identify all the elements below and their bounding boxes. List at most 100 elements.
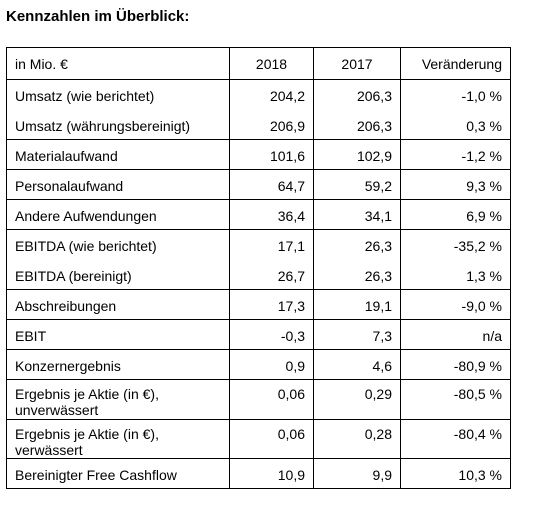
value-cell: -80,5 % xyxy=(400,379,511,420)
value: 6,9 % xyxy=(466,208,502,224)
label-cell: Materialaufwand xyxy=(6,139,230,170)
value: 1,3 % xyxy=(466,268,502,284)
value: -35,2 % xyxy=(453,238,502,254)
label-cell: Konzernergebnis xyxy=(6,349,230,380)
value: 0,06 xyxy=(277,386,305,402)
value-cell: 0,06 xyxy=(229,419,314,459)
row-group: Andere Aufwendungen 36,4 34,1 6,9 % xyxy=(6,199,511,230)
table: in Mio. €2018 2017 Veränderung Umsatz (wie… xyxy=(6,47,511,489)
value-cell: 64,7 xyxy=(229,169,314,200)
value: -1,0 % xyxy=(461,88,502,104)
row-group: Materialaufwand 101,6 102,9 -1,2 % xyxy=(6,139,511,170)
value: 206,9 xyxy=(269,118,305,134)
row-group: Konzernergebnis 0,9 4,6 -80,9 % xyxy=(6,349,511,380)
column-header: 2018 xyxy=(229,47,314,80)
value-cell: 0,06 xyxy=(229,379,314,420)
value: 59,2 xyxy=(364,178,392,194)
value: 7,3 xyxy=(372,328,392,344)
row-group: Abschreibungen 17,3 19,1 -9,0 % xyxy=(6,289,511,320)
value-cell: 101,6 xyxy=(229,139,314,170)
label: Materialaufwand xyxy=(15,148,118,164)
label: EBITDA (bereinigt) xyxy=(15,268,132,284)
title: Kennzahlen im Überblick: xyxy=(6,8,190,25)
label-cell: Umsatz (wie berichtet) Umsatz (währungsbe… xyxy=(6,79,230,140)
value-cell: -9,0 % xyxy=(400,289,511,320)
column-header: 2017 xyxy=(313,47,401,80)
value: 206,3 xyxy=(356,118,392,134)
value-cell: 204,2 206,9 xyxy=(229,79,314,140)
value-cell: -80,9 % xyxy=(400,349,511,380)
value-cell: n/a xyxy=(400,319,511,350)
row-group: EBIT -0,3 7,3 n/a xyxy=(6,319,511,350)
value: 19,1 xyxy=(364,298,392,314)
value: 101,6 xyxy=(269,148,305,164)
value: 9,3 % xyxy=(466,178,502,194)
value: -80,5 % xyxy=(453,386,502,402)
label-cell: Ergebnis je Aktie (in €), unverwässert xyxy=(6,379,230,420)
value: 0,06 xyxy=(277,426,305,442)
label-cell: Abschreibungen xyxy=(6,289,230,320)
label: Personalaufwand xyxy=(15,178,124,194)
value-cell: -0,3 xyxy=(229,319,314,350)
value-cell: 7,3 xyxy=(313,319,401,350)
label-cell: Andere Aufwendungen xyxy=(6,199,230,230)
value: 34,1 xyxy=(364,208,392,224)
row-group: Personalaufwand 64,7 59,2 9,3 % xyxy=(6,169,511,200)
label: Bereinigter Free Cashflow xyxy=(15,467,177,483)
row-group: Ergebnis je Aktie (in €), unverwässert 0,… xyxy=(6,379,511,420)
value-cell: 36,4 xyxy=(229,199,314,230)
row-group: Bereinigter Free Cashflow 10,9 9,9 10,3 % xyxy=(6,458,511,489)
label: Konzernergebnis xyxy=(15,358,121,374)
value-cell: 102,9 xyxy=(313,139,401,170)
value: 4,6 xyxy=(372,358,392,374)
label: EBITDA (wie berichtet) xyxy=(15,238,157,254)
value: 0,9 xyxy=(285,358,305,374)
value: -1,2 % xyxy=(461,148,502,164)
value-cell: 9,9 xyxy=(313,458,401,489)
label: Andere Aufwendungen xyxy=(15,208,157,224)
value: 64,7 xyxy=(277,178,305,194)
value-cell: -35,2 % 1,3 % xyxy=(400,229,511,290)
value-cell: 9,3 % xyxy=(400,169,511,200)
value: 26,3 xyxy=(364,238,392,254)
label-cell: Personalaufwand xyxy=(6,169,230,200)
value-cell: 0,28 xyxy=(313,419,401,459)
value-cell: 17,3 xyxy=(229,289,314,320)
value-cell: 206,3 206,3 xyxy=(313,79,401,140)
value: 10,3 % xyxy=(458,467,502,483)
value-cell: 19,1 xyxy=(313,289,401,320)
value: 10,9 xyxy=(277,467,305,483)
label: Umsatz (währungsbereinigt) xyxy=(15,118,191,134)
value-cell: -80,4 % xyxy=(400,419,511,459)
value-cell: 34,1 xyxy=(313,199,401,230)
row-group: EBITDA (wie berichtet) EBITDA (bereinigt)… xyxy=(6,229,511,290)
value-cell: 10,3 % xyxy=(400,458,511,489)
value: 0,3 % xyxy=(466,118,502,134)
value-cell: 0,9 xyxy=(229,349,314,380)
value: 17,1 xyxy=(277,238,305,254)
value: -0,3 xyxy=(280,328,305,344)
value: 36,4 xyxy=(277,208,305,224)
label-cell: EBIT xyxy=(6,319,230,350)
label: EBIT xyxy=(15,328,47,344)
column-header: in Mio. € xyxy=(6,47,230,80)
label-cell: Bereinigter Free Cashflow xyxy=(6,458,230,489)
value-cell: 59,2 xyxy=(313,169,401,200)
value: -9,0 % xyxy=(461,298,502,314)
value: 102,9 xyxy=(356,148,392,164)
label: Abschreibungen xyxy=(15,298,117,314)
value: 26,7 xyxy=(277,268,305,284)
value: 0,29 xyxy=(364,386,392,402)
value-cell: -1,2 % xyxy=(400,139,511,170)
value-cell: 6,9 % xyxy=(400,199,511,230)
value-cell: -1,0 % 0,3 % xyxy=(400,79,511,140)
value-cell: 17,1 26,7 xyxy=(229,229,314,290)
label-cell: EBITDA (wie berichtet) EBITDA (bereinigt) xyxy=(6,229,230,290)
value: 17,3 xyxy=(277,298,305,314)
value-cell: 0,29 xyxy=(313,379,401,420)
value: 26,3 xyxy=(364,268,392,284)
row-group: Ergebnis je Aktie (in €), verwässert 0,06… xyxy=(6,419,511,459)
header-row: in Mio. €2018 2017 Veränderung xyxy=(6,47,511,80)
value: n/a xyxy=(482,328,502,344)
